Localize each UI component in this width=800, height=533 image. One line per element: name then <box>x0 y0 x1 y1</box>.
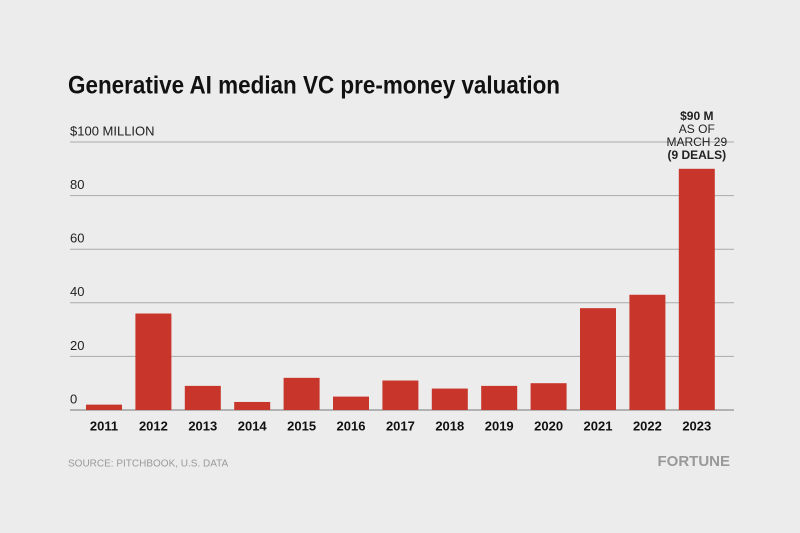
x-tick-label: 2016 <box>337 418 366 433</box>
x-tick-label: 2021 <box>584 418 613 433</box>
bar <box>530 383 567 410</box>
y-tick-label: $100 MILLION <box>70 123 155 138</box>
x-tick-label: 2013 <box>188 418 217 433</box>
x-tick-label: 2012 <box>139 418 168 433</box>
y-tick-label: 40 <box>70 284 84 299</box>
x-tick-label: 2022 <box>633 418 662 433</box>
y-tick-label: 80 <box>70 177 84 192</box>
bar <box>184 385 221 410</box>
bar <box>135 313 172 410</box>
x-tick-label: 2014 <box>238 418 268 433</box>
source: SOURCE: PITCHBOOK, U.S. DATA <box>68 459 229 470</box>
bar <box>431 388 468 410</box>
bar <box>678 168 715 410</box>
x-tick-label: 2020 <box>534 418 563 433</box>
x-tick-label: 2018 <box>435 418 464 433</box>
annotation: $90 M <box>680 109 713 123</box>
annotation: (9 DEALS) <box>667 148 726 162</box>
bar <box>86 404 122 410</box>
brand: FORTUNE <box>658 453 731 470</box>
bar <box>382 380 419 410</box>
y-tick-label: 60 <box>70 231 84 246</box>
x-tick-label: 2017 <box>386 418 415 433</box>
chart-title: Generative AI median VC pre-money valuat… <box>68 72 560 100</box>
x-tick-label: 2015 <box>287 418 316 433</box>
x-tick-label: 2019 <box>485 418 514 433</box>
bar <box>629 294 666 410</box>
annotation: MARCH 29 <box>666 135 727 149</box>
bar <box>234 401 271 410</box>
annotation: AS OF <box>679 122 715 136</box>
x-tick-label: 2011 <box>90 418 118 433</box>
bar <box>333 396 369 410</box>
y-tick-label: 0 <box>70 391 77 406</box>
x-tick-label: 2023 <box>682 418 711 433</box>
bar <box>481 385 518 410</box>
y-tick-label: 20 <box>70 338 84 353</box>
bar <box>283 377 320 410</box>
bar <box>580 308 616 410</box>
